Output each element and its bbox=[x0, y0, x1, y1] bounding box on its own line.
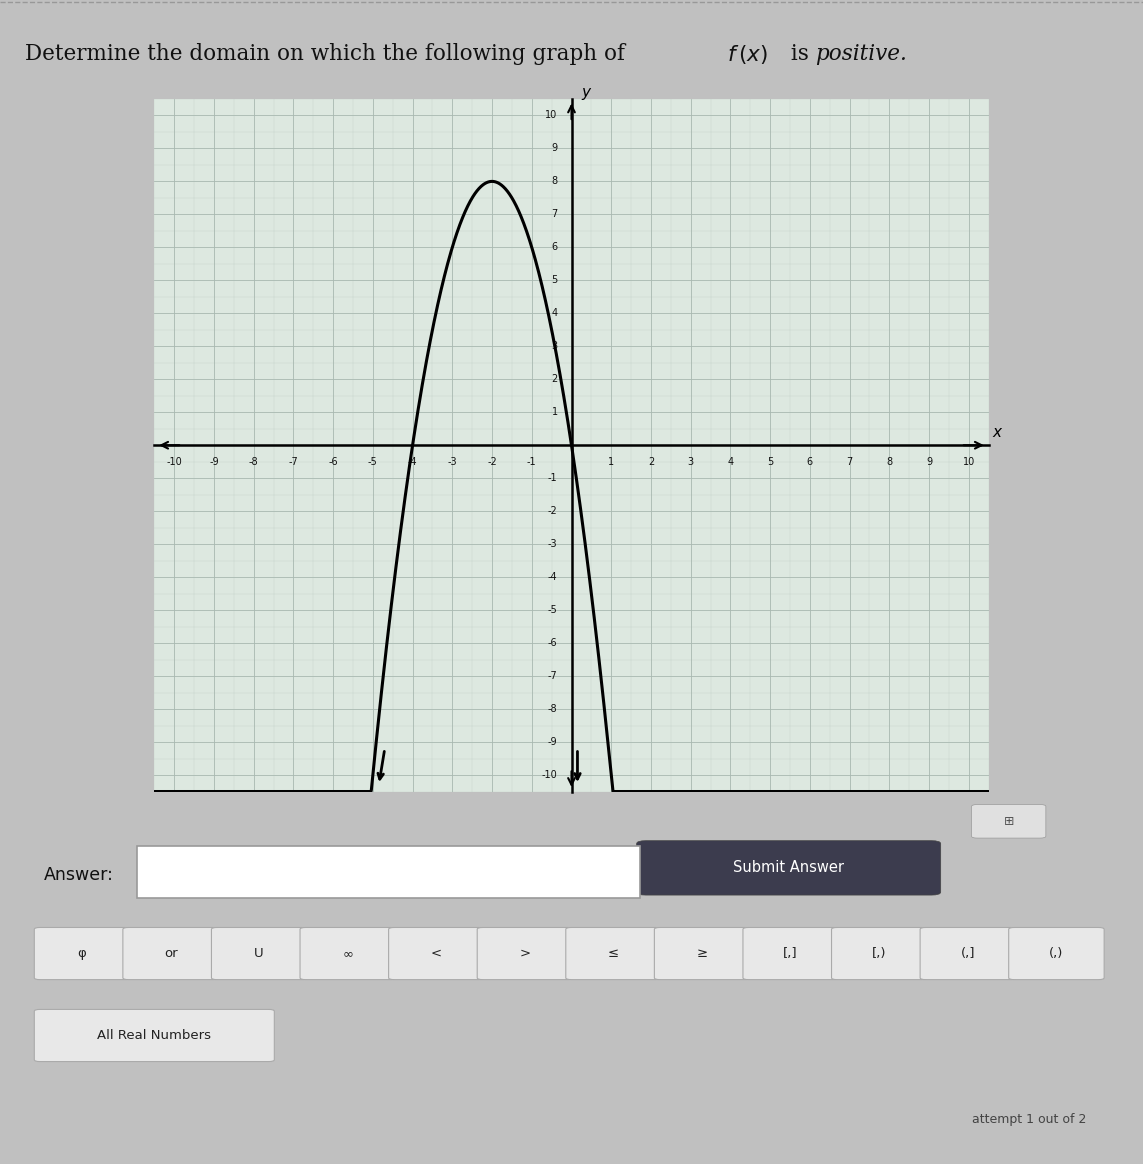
FancyBboxPatch shape bbox=[972, 804, 1046, 838]
FancyBboxPatch shape bbox=[211, 928, 306, 980]
Text: 5: 5 bbox=[767, 456, 774, 467]
FancyBboxPatch shape bbox=[34, 928, 129, 980]
Text: -10: -10 bbox=[542, 771, 558, 780]
FancyBboxPatch shape bbox=[566, 928, 661, 980]
Text: -5: -5 bbox=[368, 456, 377, 467]
FancyBboxPatch shape bbox=[1009, 928, 1104, 980]
Text: >: > bbox=[519, 947, 530, 960]
FancyBboxPatch shape bbox=[478, 928, 573, 980]
Text: 7: 7 bbox=[847, 456, 853, 467]
Text: -3: -3 bbox=[547, 539, 558, 549]
Text: -8: -8 bbox=[547, 704, 558, 714]
Text: Determine the domain on which the following graph of: Determine the domain on which the follow… bbox=[25, 43, 632, 65]
Text: $f\,(x)$: $f\,(x)$ bbox=[727, 43, 768, 66]
FancyBboxPatch shape bbox=[389, 928, 485, 980]
FancyBboxPatch shape bbox=[34, 1009, 274, 1062]
Text: is: is bbox=[784, 43, 816, 65]
Text: 3: 3 bbox=[688, 456, 694, 467]
Text: 4: 4 bbox=[551, 308, 558, 318]
Text: (,): (,) bbox=[1049, 947, 1064, 960]
Text: [,): [,) bbox=[872, 947, 887, 960]
Text: -4: -4 bbox=[408, 456, 417, 467]
Text: 6: 6 bbox=[807, 456, 813, 467]
Text: [,]: [,] bbox=[783, 947, 798, 960]
Text: -7: -7 bbox=[547, 672, 558, 681]
Text: 8: 8 bbox=[886, 456, 893, 467]
Text: -10: -10 bbox=[166, 456, 182, 467]
Text: 9: 9 bbox=[926, 456, 933, 467]
Text: 2: 2 bbox=[648, 456, 654, 467]
Text: ∞: ∞ bbox=[342, 947, 353, 960]
FancyBboxPatch shape bbox=[655, 928, 750, 980]
Text: <: < bbox=[431, 947, 442, 960]
Text: -1: -1 bbox=[547, 474, 558, 483]
FancyBboxPatch shape bbox=[920, 928, 1016, 980]
Text: x: x bbox=[992, 425, 1001, 440]
Text: -7: -7 bbox=[288, 456, 298, 467]
Text: 8: 8 bbox=[551, 177, 558, 186]
Text: -2: -2 bbox=[487, 456, 497, 467]
Text: -6: -6 bbox=[328, 456, 338, 467]
Text: -2: -2 bbox=[547, 506, 558, 516]
Text: U: U bbox=[255, 947, 264, 960]
Text: -9: -9 bbox=[209, 456, 218, 467]
Text: All Real Numbers: All Real Numbers bbox=[97, 1029, 211, 1042]
Text: 10: 10 bbox=[545, 111, 558, 120]
Text: -1: -1 bbox=[527, 456, 536, 467]
Text: 5: 5 bbox=[551, 276, 558, 285]
FancyBboxPatch shape bbox=[832, 928, 927, 980]
Text: or: or bbox=[163, 947, 177, 960]
Text: 6: 6 bbox=[551, 242, 558, 253]
Text: Submit Answer: Submit Answer bbox=[733, 860, 845, 875]
Text: attempt 1 out of 2: attempt 1 out of 2 bbox=[972, 1113, 1086, 1126]
Text: y: y bbox=[581, 85, 590, 100]
Text: -6: -6 bbox=[547, 638, 558, 648]
Text: -5: -5 bbox=[547, 605, 558, 615]
Text: ≤: ≤ bbox=[608, 947, 620, 960]
Text: 10: 10 bbox=[962, 456, 975, 467]
Text: 3: 3 bbox=[551, 341, 558, 352]
Text: (,]: (,] bbox=[960, 947, 975, 960]
Text: 9: 9 bbox=[551, 143, 558, 154]
Text: ⊞: ⊞ bbox=[1004, 815, 1015, 828]
FancyBboxPatch shape bbox=[137, 845, 640, 897]
FancyBboxPatch shape bbox=[299, 928, 395, 980]
Text: 2: 2 bbox=[551, 375, 558, 384]
Text: Answer:: Answer: bbox=[43, 866, 113, 885]
FancyBboxPatch shape bbox=[637, 840, 941, 895]
Text: -9: -9 bbox=[547, 737, 558, 747]
Text: 1: 1 bbox=[551, 407, 558, 417]
FancyBboxPatch shape bbox=[743, 928, 839, 980]
Text: 1: 1 bbox=[608, 456, 614, 467]
Text: -8: -8 bbox=[249, 456, 258, 467]
Text: φ: φ bbox=[78, 947, 87, 960]
Text: ≥: ≥ bbox=[696, 947, 708, 960]
Text: 4: 4 bbox=[727, 456, 734, 467]
Text: positive.: positive. bbox=[815, 43, 906, 65]
Text: -4: -4 bbox=[547, 573, 558, 582]
FancyBboxPatch shape bbox=[123, 928, 218, 980]
Text: 7: 7 bbox=[551, 210, 558, 219]
Text: -3: -3 bbox=[448, 456, 457, 467]
